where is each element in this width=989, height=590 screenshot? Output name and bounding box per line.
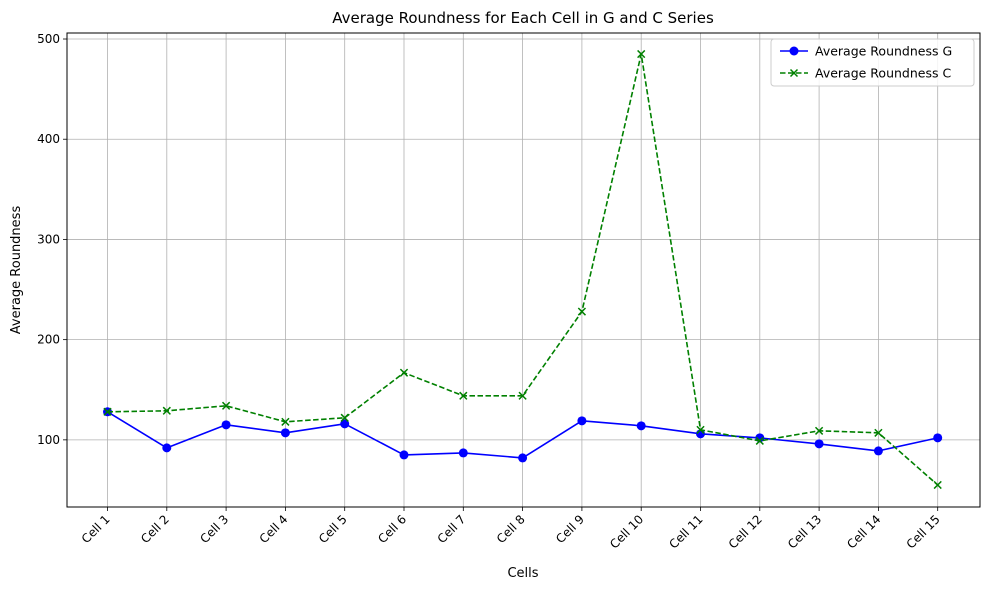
series-c-point xyxy=(577,307,587,316)
y-tick-label: 400 xyxy=(37,132,60,146)
legend: Average Roundness G Average Roundness C xyxy=(770,38,975,87)
y-tick-label: 100 xyxy=(37,433,60,447)
series-c-point xyxy=(103,407,112,416)
legend-marker-g xyxy=(789,46,799,56)
series-g-point xyxy=(399,450,409,460)
series-c-point xyxy=(162,406,171,415)
legend-box xyxy=(770,38,975,87)
series-c-point xyxy=(281,417,290,426)
x-axis-label: Cells xyxy=(507,566,538,581)
legend-marker-c xyxy=(789,68,799,78)
series-c-point xyxy=(696,425,705,434)
series-c-point xyxy=(518,391,527,400)
series-c-point xyxy=(221,401,231,410)
series-g-point xyxy=(577,416,587,426)
series-c-point xyxy=(933,480,942,490)
chart-title: Average Roundness for Each Cell in G and… xyxy=(332,9,714,27)
legend-label-c: Average Roundness C xyxy=(815,66,951,81)
series-g-point xyxy=(280,428,290,438)
series-g-point xyxy=(458,448,468,458)
series-c-point xyxy=(399,368,409,377)
y-axis: 100 200 300 400 500 xyxy=(37,32,67,447)
series-g-point xyxy=(340,419,350,429)
series-layer xyxy=(103,49,943,490)
grid xyxy=(67,33,980,507)
series-c-point xyxy=(874,428,883,437)
series-g-point xyxy=(221,420,231,430)
series-c-point xyxy=(340,413,349,422)
series-g-point xyxy=(518,453,528,463)
series-c-point xyxy=(814,426,824,435)
y-axis-label: Average Roundness xyxy=(9,206,24,335)
series-g-point xyxy=(636,421,646,431)
series-g-point xyxy=(814,439,824,449)
series-c-point xyxy=(459,391,468,400)
series-g-point xyxy=(162,443,172,453)
series-c-point xyxy=(755,436,764,445)
series-g-point xyxy=(873,446,883,456)
y-tick-label: 300 xyxy=(37,232,60,246)
y-tick-label: 200 xyxy=(37,333,60,347)
series-g-point xyxy=(933,433,943,443)
legend-label-g: Average Roundness G xyxy=(815,44,952,59)
plot-area-frame xyxy=(66,32,981,508)
y-tick-label: 500 xyxy=(37,32,60,46)
series-c-point xyxy=(637,49,646,59)
